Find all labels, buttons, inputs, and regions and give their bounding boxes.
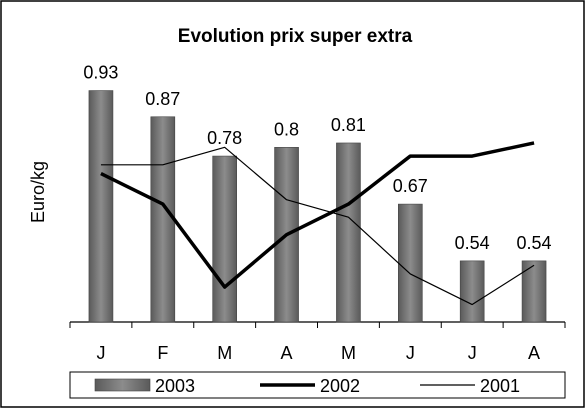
bar	[150, 116, 176, 323]
bar	[88, 90, 114, 323]
data-label: 0.78	[207, 128, 242, 148]
bar	[398, 203, 423, 323]
y-axis-label: Euro/kg	[28, 161, 48, 223]
bar	[521, 260, 547, 323]
legend-box	[69, 371, 566, 399]
x-tick-label: A	[281, 343, 293, 363]
x-tick-label: F	[157, 343, 168, 363]
x-tick-label: M	[341, 343, 356, 363]
data-label: 0.8	[274, 119, 299, 139]
bar	[212, 155, 237, 323]
data-label: 0.54	[517, 233, 552, 253]
data-label: 0.93	[83, 63, 118, 83]
x-tick-label: J	[406, 343, 415, 363]
data-label: 0.54	[455, 233, 490, 253]
legend-label: 2001	[480, 376, 520, 396]
x-tick-label: J	[96, 343, 105, 363]
line-series	[100, 141, 535, 289]
data-label: 0.67	[393, 176, 428, 196]
data-label: 0.87	[145, 89, 180, 109]
x-tick-label: M	[217, 343, 232, 363]
x-tick-label: J	[468, 343, 477, 363]
legend-label: 2003	[155, 376, 195, 396]
legend-label: 2002	[320, 376, 360, 396]
bar	[459, 260, 485, 323]
line-series	[100, 146, 535, 306]
bar	[336, 142, 361, 323]
chart-title: Evolution prix super extra	[178, 26, 413, 47]
legend-swatch	[94, 378, 151, 392]
x-tick-label: A	[528, 343, 540, 363]
data-label: 0.81	[331, 115, 366, 135]
